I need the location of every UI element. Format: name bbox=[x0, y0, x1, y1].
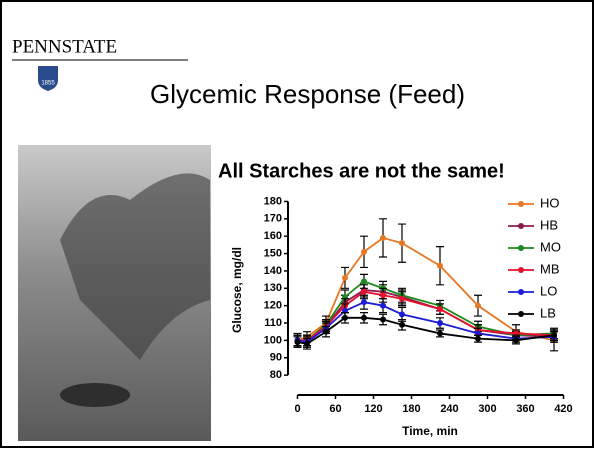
data-point bbox=[399, 240, 405, 246]
y-tick-label: 80 bbox=[270, 369, 282, 381]
data-point bbox=[380, 235, 386, 241]
data-point bbox=[399, 296, 405, 302]
x-tick-label: 0 bbox=[294, 403, 300, 415]
data-point bbox=[551, 332, 557, 338]
data-point bbox=[437, 330, 443, 336]
legend-label: MO bbox=[540, 239, 561, 254]
x-tick-label: 360 bbox=[516, 403, 534, 415]
data-point bbox=[475, 336, 481, 342]
legend-marker bbox=[518, 311, 524, 317]
x-axis-label: Time, min bbox=[402, 424, 458, 438]
legend-label: HB bbox=[540, 217, 558, 232]
legend-label: LB bbox=[540, 305, 556, 320]
data-point bbox=[323, 329, 329, 335]
y-axis-label: Glucose, mg/dl bbox=[230, 247, 244, 333]
data-point bbox=[399, 322, 405, 328]
legend-marker bbox=[518, 267, 524, 273]
data-point bbox=[380, 292, 386, 298]
data-point bbox=[361, 299, 367, 305]
legend-label: HO bbox=[540, 195, 560, 210]
data-point bbox=[399, 311, 405, 317]
data-point bbox=[380, 303, 386, 309]
y-tick-label: 90 bbox=[270, 352, 282, 364]
y-tick-label: 140 bbox=[264, 265, 282, 277]
y-tick-label: 180 bbox=[264, 195, 282, 207]
x-tick-label: 120 bbox=[364, 403, 382, 415]
slide: PENNSTATE 1855 Glycemic Response (Feed) … bbox=[0, 0, 594, 448]
logo-shield bbox=[38, 66, 58, 91]
data-point bbox=[361, 249, 367, 255]
y-tick-label: 100 bbox=[264, 334, 282, 346]
y-tick-label: 130 bbox=[264, 282, 282, 294]
slide-title: Glycemic Response (Feed) bbox=[150, 79, 465, 109]
data-point bbox=[513, 337, 519, 343]
y-tick-label: 120 bbox=[264, 300, 282, 312]
legend-marker bbox=[518, 201, 524, 207]
legend-marker bbox=[518, 289, 524, 295]
x-tick-label: 60 bbox=[329, 403, 341, 415]
data-point bbox=[361, 278, 367, 284]
y-tick-label: 170 bbox=[264, 213, 282, 225]
logo-year: 1855 bbox=[41, 81, 55, 87]
y-tick-label: 110 bbox=[264, 317, 282, 329]
data-point bbox=[295, 339, 301, 345]
data-point bbox=[437, 306, 443, 312]
y-tick-label: 150 bbox=[264, 247, 282, 259]
legend-marker bbox=[518, 245, 524, 251]
legend-label: MB bbox=[540, 261, 560, 276]
data-point bbox=[437, 320, 443, 326]
x-tick-label: 180 bbox=[402, 403, 420, 415]
data-point bbox=[361, 289, 367, 295]
y-tick-label: 160 bbox=[264, 230, 282, 242]
legend-label: LO bbox=[540, 283, 557, 298]
data-point bbox=[304, 341, 310, 347]
x-tick-label: 300 bbox=[478, 403, 496, 415]
subtitle: All Starches are not the same! bbox=[218, 160, 505, 182]
data-point bbox=[342, 275, 348, 281]
page: PENNSTATE 1855 Glycemic Response (Feed) … bbox=[0, 0, 594, 453]
data-point bbox=[342, 315, 348, 321]
legend-marker bbox=[518, 223, 524, 229]
x-tick-label: 420 bbox=[554, 403, 572, 415]
data-point bbox=[380, 317, 386, 323]
feed-tub bbox=[60, 383, 130, 407]
data-point bbox=[437, 263, 443, 269]
data-point bbox=[361, 315, 367, 321]
logo-name: PENNSTATE bbox=[12, 36, 117, 57]
x-tick-label: 240 bbox=[440, 403, 458, 415]
data-point bbox=[475, 303, 481, 309]
